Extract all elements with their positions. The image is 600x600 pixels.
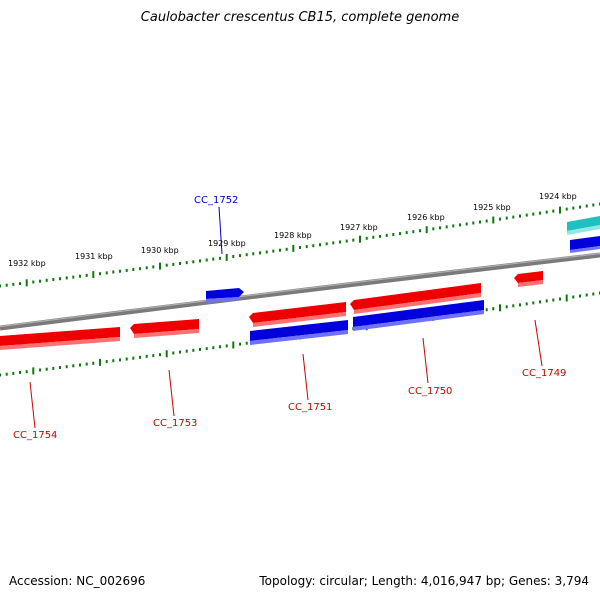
gene-label-cc-1753[interactable]: CC_1753	[153, 418, 197, 429]
cc-1752-leader-line	[218, 206, 223, 255]
scale-label-1925: 1925 kbp	[473, 203, 511, 212]
scale-label-1930: 1930 kbp	[141, 246, 179, 255]
genome-backbone-highlight	[0, 252, 600, 328]
gene-cc-1751-forward-arrow[interactable]	[249, 302, 346, 327]
gene-right-edge-blue-bar[interactable]	[570, 236, 600, 253]
gene-cc-1752-arrow[interactable]	[206, 288, 244, 303]
cc-1754-leader-line	[29, 381, 36, 429]
cc-1750-leader-line	[422, 337, 429, 384]
cc-1753-leader-line	[168, 369, 175, 417]
cc-1749-leader-line	[534, 319, 543, 367]
gene-cc-1750-reverse-bar[interactable]	[353, 300, 484, 331]
scale-label-1928: 1928 kbp	[274, 231, 312, 240]
gene-cc-1753-arrow[interactable]	[130, 319, 199, 338]
gene-label-cc-1749[interactable]: CC_1749	[522, 368, 566, 379]
scale-label-1927: 1927 kbp	[340, 223, 378, 232]
accession-text: Accession: NC_002696	[9, 574, 146, 588]
scale-label-1929: 1929 kbp	[208, 239, 246, 248]
gene-label-cc-1751[interactable]: CC_1751	[288, 402, 332, 413]
genome-summary-text: Topology: circular; Length: 4,016,947 bp…	[259, 574, 589, 588]
scale-label-1932: 1932 kbp	[8, 259, 46, 268]
gene-label-cc-1750[interactable]: CC_1750	[408, 386, 452, 397]
scale-label-1924: 1924 kbp	[539, 192, 577, 201]
gene-cc-1754-arrow[interactable]	[0, 327, 120, 350]
gene-right-edge-cyan-bar[interactable]	[567, 216, 600, 235]
scale-label-1926: 1926 kbp	[407, 213, 445, 222]
scale-label-1931: 1931 kbp	[75, 252, 113, 261]
upper-scale-ticks	[0, 202, 600, 288]
gene-cc-1750-forward-arrow[interactable]	[350, 283, 481, 314]
gene-label-cc-1752[interactable]: CC_1752	[194, 195, 238, 206]
gene-cc-1751-reverse-bar[interactable]	[250, 320, 348, 345]
genome-title: Caulobacter crescentus CB15, complete ge…	[140, 10, 460, 25]
cc-1751-leader-line	[302, 353, 309, 401]
gene-cc-1749-arrow[interactable]	[514, 271, 543, 287]
gene-label-cc-1754[interactable]: CC_1754	[13, 430, 57, 441]
genome-backbone	[0, 252, 600, 331]
